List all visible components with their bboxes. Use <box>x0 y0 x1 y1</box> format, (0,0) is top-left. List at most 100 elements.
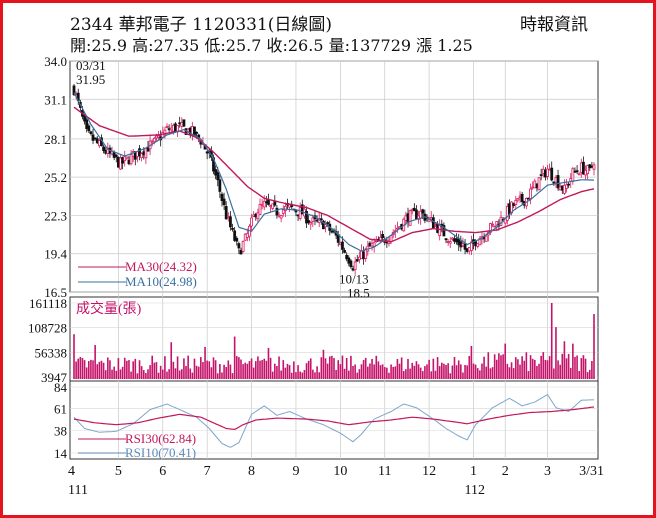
volume-tick-label: 56338 <box>35 345 68 360</box>
volume-bar <box>383 367 386 379</box>
volume-bar <box>358 369 361 379</box>
volume-bar <box>278 356 280 379</box>
candle-body <box>229 216 232 228</box>
volume-bar <box>576 355 578 379</box>
volume-bar <box>445 365 447 379</box>
volume-bar <box>290 372 293 379</box>
candle-body <box>563 184 566 194</box>
rsi-tick-label: 61 <box>54 402 67 417</box>
candle-body <box>592 164 596 170</box>
volume-bar <box>176 356 179 379</box>
volume-bar <box>491 367 494 379</box>
volume-bar <box>341 355 344 379</box>
volume-bar <box>434 370 437 379</box>
volume-bar <box>276 366 278 379</box>
price-tick-label: 28.1 <box>44 132 67 147</box>
candle-body <box>421 209 425 214</box>
volume-bar <box>204 346 206 379</box>
candle-body <box>307 220 311 224</box>
volume-bar <box>206 360 208 379</box>
candle-body <box>129 154 133 165</box>
volume-bar <box>136 373 139 379</box>
volume-bar <box>474 364 477 379</box>
candle-body <box>279 215 283 219</box>
candle-body <box>174 123 177 132</box>
volume-bar <box>314 372 316 379</box>
volume-bar <box>559 364 561 379</box>
volume-bar <box>481 363 483 379</box>
candle-body <box>360 250 363 259</box>
x-tick-label: 6 <box>159 464 166 479</box>
candle-body <box>463 243 467 250</box>
volume-bar <box>483 356 485 379</box>
volume-bar <box>546 360 549 379</box>
candle-body <box>582 161 585 175</box>
ma30-line <box>73 106 595 243</box>
volume-bar <box>157 372 160 379</box>
candle-body <box>351 268 355 271</box>
candle-body <box>220 193 224 202</box>
candle-body <box>491 223 494 226</box>
candle-body <box>541 168 545 174</box>
volume-bar <box>254 361 257 379</box>
volume-bar <box>512 368 515 379</box>
volume-bar <box>375 355 378 379</box>
volume-bar <box>248 361 251 379</box>
volume-bar <box>299 371 301 379</box>
x-tick-label: 11 <box>378 464 391 479</box>
volume-bar <box>187 355 189 379</box>
volume-bar <box>466 365 468 379</box>
volume-bar <box>553 368 555 379</box>
candle-body <box>226 216 230 218</box>
volume-bar <box>109 360 111 379</box>
volume-bar <box>246 363 249 379</box>
volume-bar <box>584 358 587 379</box>
candle-body <box>493 225 497 228</box>
volume-bar <box>259 360 261 379</box>
candle-body <box>91 134 95 141</box>
candle-body <box>476 243 480 247</box>
volume-bar <box>149 365 151 379</box>
volume-bar <box>572 343 574 379</box>
volume-bar <box>145 372 147 379</box>
volume-bar <box>588 369 591 379</box>
legend-label: MA10(24.98) <box>125 274 197 289</box>
volume-bar <box>441 362 443 379</box>
volume-bar <box>208 361 211 379</box>
volume-bar <box>567 354 570 379</box>
x-tick-label: 9 <box>292 464 299 479</box>
candle-body <box>319 218 323 221</box>
volume-bar <box>409 368 411 379</box>
volume-bar <box>426 364 428 379</box>
candle-body <box>364 248 368 259</box>
candle-body <box>152 137 156 143</box>
volume-bar <box>519 364 521 379</box>
volume-bar <box>159 365 162 379</box>
volume-bar <box>164 356 166 379</box>
volume-bar <box>447 363 449 379</box>
x-tick-label: 1 <box>470 464 477 479</box>
volume-bar <box>153 362 156 379</box>
candle-body <box>97 140 101 147</box>
volume-bar <box>354 364 356 379</box>
volume-bar <box>555 327 557 379</box>
candle-body <box>281 209 285 214</box>
volume-tick-label: 108728 <box>28 321 67 336</box>
volume-bar <box>189 368 192 379</box>
volume-bar <box>274 363 276 379</box>
volume-bar <box>193 358 196 379</box>
volume-bar <box>225 367 227 379</box>
volume-bar <box>185 365 187 379</box>
candle-body <box>520 193 524 203</box>
candle-body <box>277 214 281 217</box>
candle-body <box>180 122 184 127</box>
volume-bar <box>79 356 82 379</box>
candle-body <box>296 214 300 217</box>
source-label: 時報資訊 <box>520 15 588 35</box>
candle-body <box>467 246 471 252</box>
candle-body <box>446 241 450 243</box>
volume-bar <box>121 366 124 379</box>
candle-body <box>537 177 541 191</box>
volume-bar <box>493 354 496 379</box>
volume-bar <box>550 303 553 379</box>
